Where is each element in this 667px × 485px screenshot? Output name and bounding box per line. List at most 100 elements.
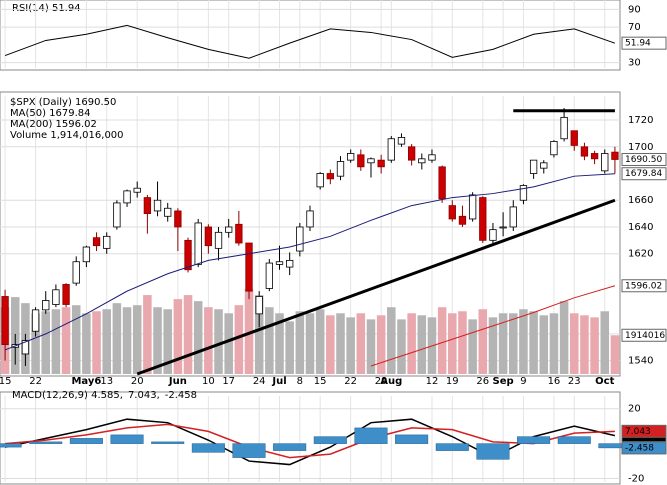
candle-body	[347, 153, 355, 161]
candle-body	[489, 229, 497, 241]
volume-bar	[122, 307, 132, 374]
histogram-bar	[0, 443, 22, 448]
candle-body	[62, 284, 70, 305]
candle-body	[316, 173, 324, 188]
x-tick-label: 9	[520, 376, 526, 387]
candle-body	[590, 153, 599, 160]
candle-body	[42, 300, 50, 311]
volume-bar	[295, 311, 305, 374]
candle-body	[448, 205, 456, 220]
x-tick-label: May6	[71, 376, 101, 387]
legend-entry: Volume 1,914,016,000	[10, 130, 124, 141]
volume-bar	[82, 313, 91, 374]
candle-body	[560, 116, 568, 140]
candle-body	[214, 231, 223, 249]
y-tick-label: 1720	[628, 115, 653, 126]
candle-body	[367, 158, 375, 164]
volume-bar	[366, 319, 376, 374]
candle-body	[407, 146, 416, 161]
candle-body	[133, 187, 141, 193]
histogram-bar	[273, 443, 307, 451]
volume-bar	[173, 299, 183, 374]
y-tick-label: 90	[628, 4, 641, 15]
volume-bar	[112, 303, 122, 374]
volume-bar	[265, 307, 274, 374]
candle-body	[570, 130, 578, 146]
candle-body	[184, 239, 192, 271]
volume-bar	[51, 309, 61, 374]
x-tick-label: Jun	[168, 376, 187, 387]
x-tick-label: 23	[568, 376, 581, 387]
x-tick-label: 12	[426, 376, 439, 387]
candle-body	[529, 159, 538, 174]
volume-bar	[488, 317, 498, 374]
candle-body	[428, 154, 436, 161]
candle-body	[468, 194, 477, 220]
candle-body	[336, 161, 345, 177]
candle-body	[1, 296, 9, 345]
candle-body	[52, 289, 60, 305]
candle-body	[438, 166, 446, 200]
histogram-bar	[191, 443, 225, 453]
volume-bar	[407, 313, 416, 374]
value-tag	[621, 152, 667, 166]
volume-bar	[346, 317, 355, 374]
x-tick-label: 20	[131, 376, 144, 387]
candle-body	[103, 235, 111, 249]
value-tag	[621, 328, 667, 342]
histogram-bar	[232, 443, 266, 458]
candle-body	[143, 197, 152, 215]
candle-body	[550, 141, 558, 156]
candle-body	[204, 226, 213, 247]
y-tick-label: 1540	[628, 356, 653, 367]
candle-body	[225, 226, 233, 233]
x-tick-label: Sep	[493, 376, 514, 387]
volume-bar	[254, 295, 264, 374]
candle-body	[164, 207, 172, 217]
volume-bar	[417, 315, 427, 374]
volume-bar	[549, 313, 559, 374]
volume-bar	[224, 313, 233, 374]
volume-bar	[590, 317, 599, 374]
volume-bar	[448, 313, 457, 374]
candle-body	[123, 190, 131, 204]
histogram-bar	[395, 434, 429, 444]
candle-body	[387, 138, 395, 161]
series-line	[4, 24, 616, 59]
legend-entry: $SPX (Daily) 1690.50	[10, 97, 116, 108]
volume-bar	[559, 301, 569, 374]
volume-bar	[275, 313, 284, 374]
legend-entry: -2.458	[165, 390, 197, 401]
series-line	[5, 423, 615, 459]
volume-bar	[356, 313, 366, 374]
volume-bar	[498, 313, 508, 374]
x-tick-label: Oct	[595, 376, 614, 387]
candle-body	[499, 226, 507, 229]
histogram-bar	[435, 443, 469, 451]
volume-bar	[31, 313, 40, 374]
series-line	[370, 285, 616, 367]
volume-bar	[336, 313, 345, 374]
x-tick-label: 15	[0, 376, 11, 387]
value-tag	[621, 441, 667, 455]
x-tick-label: 29	[375, 376, 388, 387]
volume-bar	[285, 321, 294, 374]
volume-bar	[539, 315, 549, 374]
candle-body	[580, 146, 589, 157]
x-tick-label: 22	[344, 376, 357, 387]
candle-body	[113, 202, 121, 228]
candle-body	[174, 210, 182, 228]
volume-bar	[92, 311, 101, 374]
candle-body	[418, 158, 426, 164]
macd-panel	[0, 391, 621, 485]
candle-body	[479, 197, 487, 241]
volume-bar	[204, 307, 213, 374]
y-tick-label: 1700	[628, 142, 653, 153]
volume-bar	[153, 307, 162, 374]
y-tick-label: 70	[628, 22, 641, 33]
volume-bar	[214, 309, 223, 374]
candle-body	[21, 340, 30, 355]
volume-bar	[326, 315, 335, 374]
volume-bar	[468, 319, 477, 374]
x-tick-label: 22	[29, 376, 42, 387]
